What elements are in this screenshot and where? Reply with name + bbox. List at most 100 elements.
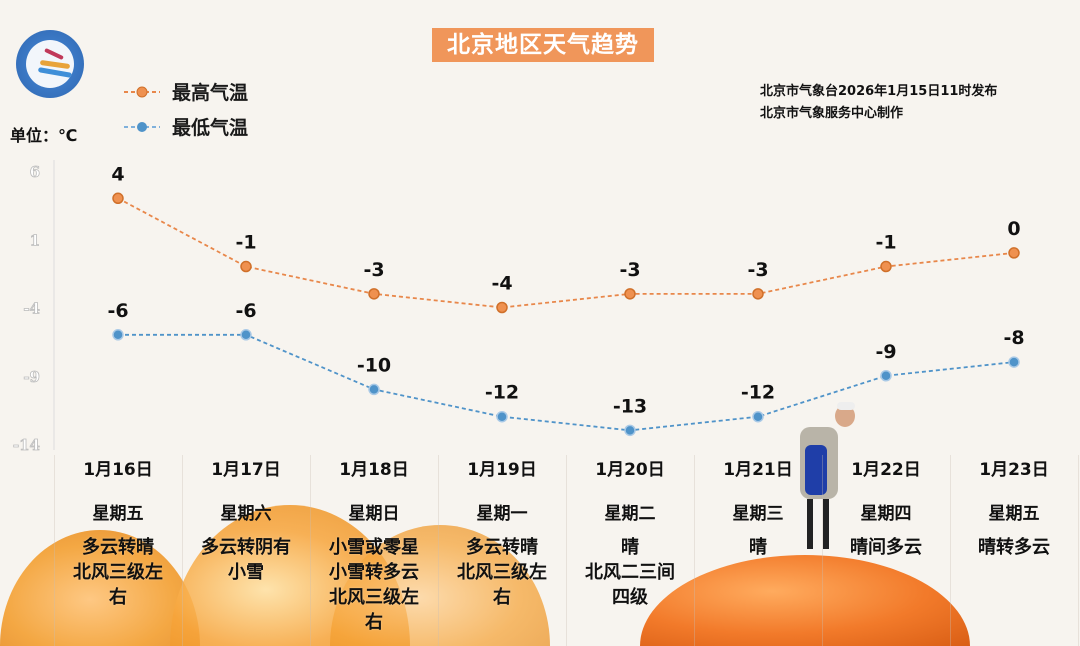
day-date: 1月19日 [467, 460, 537, 480]
day-weather-line: 右 [493, 587, 511, 608]
column-divider [182, 455, 183, 646]
chart-title: 北京地区天气趋势 [432, 28, 654, 62]
high-temp-label: -3 [363, 259, 384, 281]
day-weather-line: 小雪 [228, 562, 264, 583]
high-temp-line [117, 197, 1015, 309]
day-weekday: 星期五 [92, 504, 144, 524]
y-tick-label: -14 [13, 436, 40, 454]
high-temp-point [1008, 247, 1020, 259]
legend-label-high: 最高气温 [172, 82, 249, 104]
high-temp-point [496, 301, 508, 314]
day-weekday: 星期一 [476, 504, 528, 524]
day-weather-line: 右 [109, 587, 127, 608]
day-date: 1月18日 [339, 460, 409, 480]
low-temp-point [880, 370, 892, 382]
low-temp-line [118, 333, 1015, 432]
day-weather-line: 小雪转多云 [329, 562, 419, 583]
legend-item-high: 最高气温 [124, 78, 248, 105]
day-weekday: 星期二 [604, 504, 656, 524]
day-date: 1月21日 [723, 460, 793, 480]
high-temp-label: -1 [875, 232, 896, 254]
high-temp-point [112, 192, 124, 205]
day-weather-line: 晴间多云 [850, 537, 922, 558]
day-date: 1月20日 [595, 460, 665, 480]
unit-label: 单位：℃ [10, 126, 78, 145]
meteorological-service-logo [16, 30, 84, 98]
day-weekday: 星期三 [732, 504, 784, 524]
column-divider [566, 455, 567, 646]
high-temp-point [752, 288, 764, 300]
figurine-image [795, 402, 855, 555]
day-weather-line: 右 [365, 612, 383, 633]
day-column: 1月16日星期五多云转晴北风三级左右 [54, 455, 182, 610]
column-divider [950, 455, 951, 646]
column-divider [310, 455, 311, 646]
day-date: 1月17日 [211, 460, 281, 480]
day-weather-line: 北风三级左 [457, 562, 547, 583]
low-temp-label: -12 [485, 382, 519, 404]
high-temp-label: -3 [747, 259, 768, 281]
low-temp-label: -6 [107, 300, 128, 322]
high-temp-label: 4 [111, 163, 124, 185]
high-temp-label: -4 [491, 273, 512, 295]
high-temp-label: 0 [1007, 218, 1020, 240]
low-temp-point [368, 383, 380, 396]
low-temp-point [112, 329, 124, 341]
low-temp-point [624, 424, 636, 437]
day-weather-line: 晴 [749, 537, 767, 558]
producer-note: 北京市气象服务中心制作 [760, 106, 904, 121]
y-tick-label: -9 [23, 368, 40, 386]
low-temp-point [752, 410, 764, 423]
day-column: 1月20日 星期二晴北风二三间 四级 [566, 455, 694, 610]
column-divider [694, 455, 695, 646]
y-tick-label: -4 [23, 300, 40, 318]
low-temp-label: -13 [613, 395, 647, 417]
day-weekday: 星期五 [988, 504, 1040, 524]
low-temp-label: -9 [875, 341, 896, 363]
high-temp-point [880, 260, 892, 273]
column-divider [438, 455, 439, 646]
day-column: 1月23日星期五晴转多云 [950, 455, 1078, 560]
legend-high-marker-icon [124, 86, 160, 97]
legend-label-low: 最低气温 [172, 117, 249, 139]
legend-low-marker-icon [124, 121, 160, 132]
y-tick-label: 1 [30, 231, 40, 249]
column-divider [1078, 455, 1079, 646]
day-weekday: 星期日 [348, 504, 400, 524]
day-weekday: 星期六 [220, 504, 272, 524]
high-temp-point [368, 288, 380, 300]
low-temp-point [496, 410, 508, 423]
day-date: 1月22日 [851, 460, 921, 480]
y-tick-label: 6 [30, 163, 40, 181]
day-date: 1月16日 [83, 460, 153, 480]
low-temp-point [240, 329, 252, 341]
day-weather-line: 北风三级左 [73, 562, 163, 583]
legend-item-low: 最低气温 [124, 113, 248, 140]
high-temp-point [240, 260, 252, 273]
day-column: 1月21日星期三晴 [694, 455, 822, 560]
low-temp-label: -6 [235, 300, 256, 322]
high-temp-label: -1 [235, 232, 256, 254]
low-temp-label: -8 [1003, 327, 1024, 349]
day-column: 1月18日星期日小雪或零星小雪转多云北风三级左右 [310, 455, 438, 635]
high-temp-point [624, 288, 636, 300]
low-temp-label: -12 [741, 382, 775, 404]
day-weather-line: 小雪或零星 [329, 537, 419, 558]
day-column: 1月19日星期一多云转晴北风三级左右 [438, 455, 566, 610]
low-temp-label: -10 [357, 354, 391, 376]
column-divider [54, 455, 55, 646]
day-weekday: 星期四 [860, 504, 912, 524]
day-weather-line: 北风二三间 [585, 562, 675, 583]
day-column: 1月17日星期六多云转阴有小雪 [182, 455, 310, 585]
issue-note: 北京市气象台2026年1月15日11时发布 [760, 84, 998, 99]
day-weather-line: 多云转晴 [82, 537, 154, 558]
column-divider [822, 455, 823, 646]
day-weather-line: 北风三级左 [329, 587, 419, 608]
day-weather-line: 晴 [621, 537, 639, 558]
day-weather-line: 多云转晴 [466, 537, 538, 558]
day-column: 1月22日星期四晴间多云 [822, 455, 950, 560]
day-weather-line: 多云转阴有 [201, 537, 291, 558]
day-date: 1月23日 [979, 460, 1049, 480]
day-weather-line: 晴转多云 [978, 537, 1050, 558]
